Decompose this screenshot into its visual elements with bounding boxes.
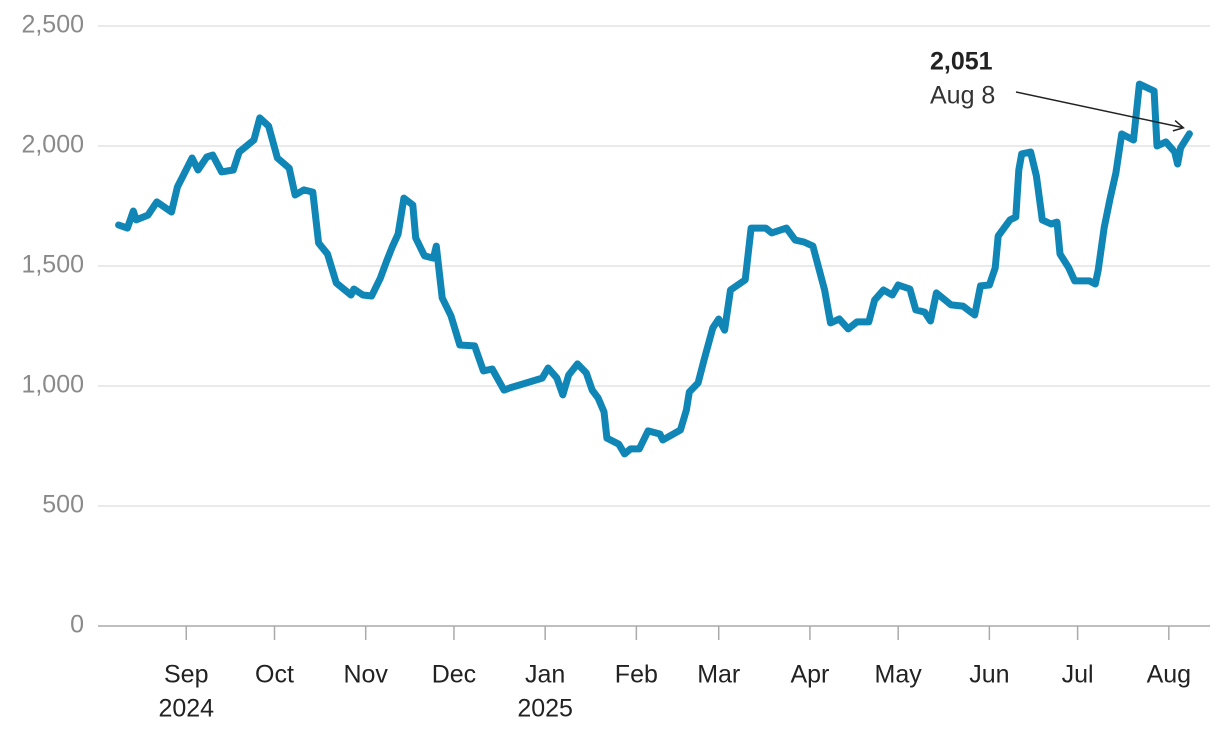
x-tick-label: Feb — [615, 661, 658, 689]
x-tick-year: 2025 — [517, 695, 573, 723]
annotation-arrow — [1015, 91, 1184, 129]
annotation-arrowhead — [1172, 120, 1185, 132]
y-tick-label: 2,500 — [21, 11, 84, 39]
x-tick-label: Apr — [790, 661, 829, 689]
x-tick-label: Sep — [164, 661, 208, 689]
x-tick-label: Jun — [969, 661, 1009, 689]
x-tick-label: May — [875, 661, 923, 689]
y-tick-label: 0 — [70, 611, 84, 639]
x-tick-label: Jan — [525, 661, 565, 689]
y-tick-label: 500 — [42, 491, 84, 519]
x-tick-label: Mar — [697, 661, 740, 689]
x-tick-year: 2024 — [158, 695, 214, 723]
annotation-date: Aug 8 — [930, 82, 995, 110]
x-tick-label: Nov — [343, 661, 388, 689]
x-tick-label: Dec — [432, 661, 476, 689]
y-tick-label: 1,000 — [21, 371, 84, 399]
y-tick-label: 2,000 — [21, 131, 84, 159]
x-tick-label: Oct — [255, 661, 294, 689]
x-tick-label: Jul — [1062, 661, 1094, 689]
line-series — [115, 80, 1193, 458]
x-tick-label: Aug — [1147, 661, 1191, 689]
y-tick-label: 1,500 — [21, 251, 84, 279]
annotation-value: 2,051 — [930, 48, 993, 76]
